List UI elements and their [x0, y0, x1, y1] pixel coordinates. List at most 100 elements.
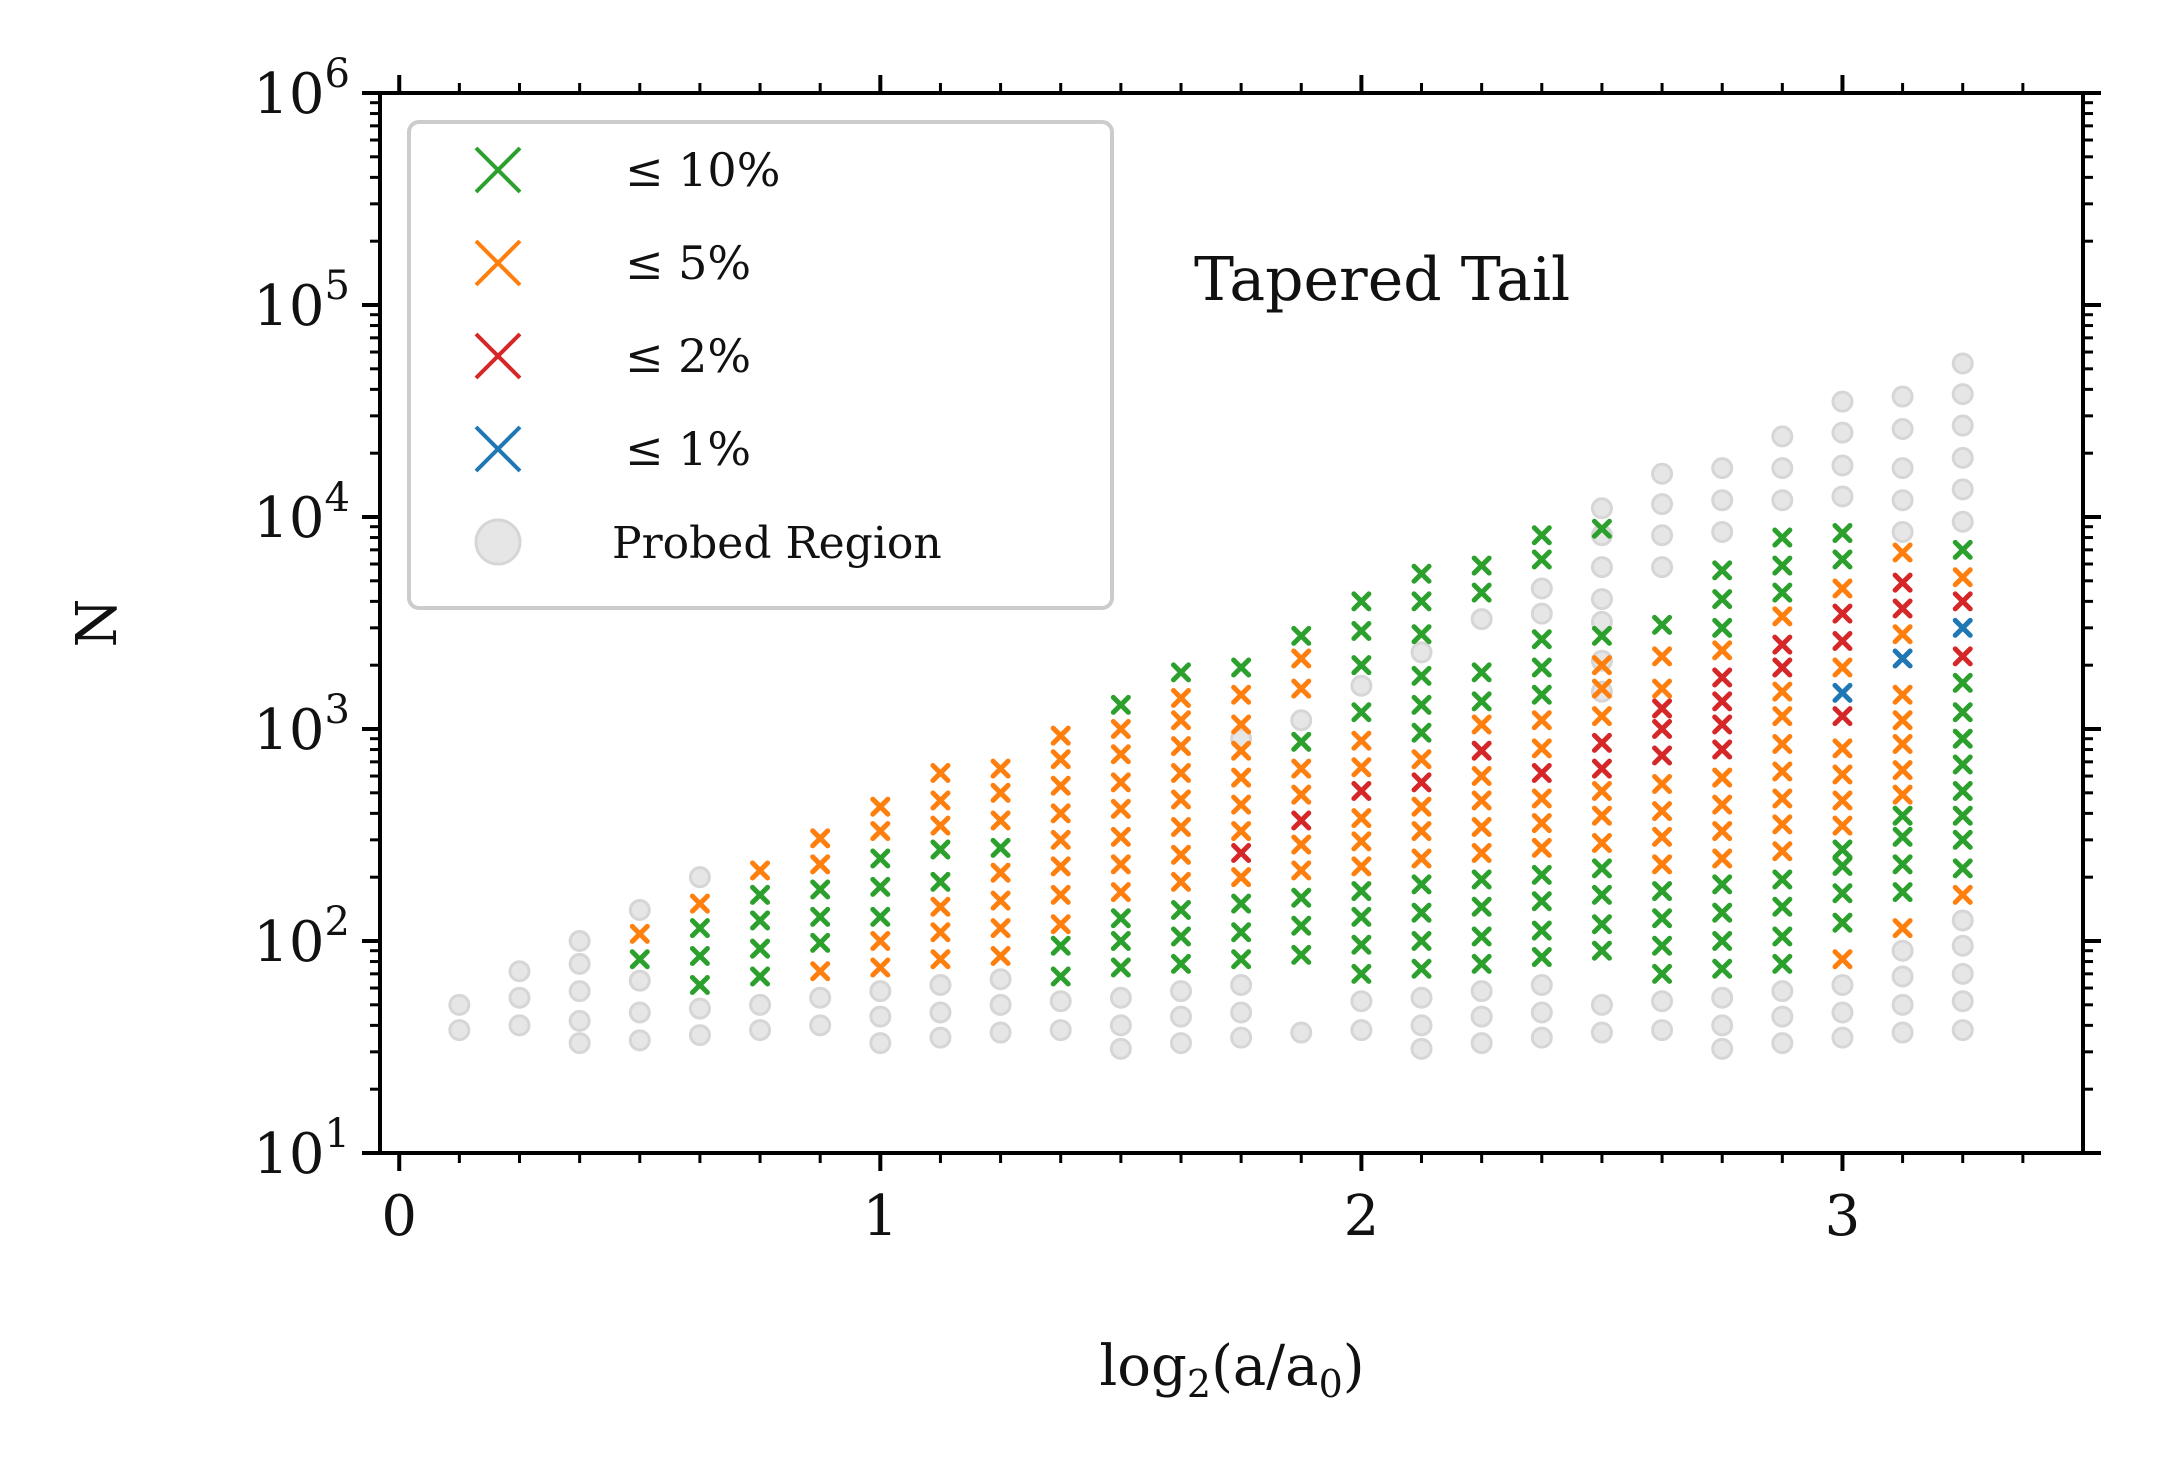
y-tick-label: 104 [253, 475, 350, 551]
marker-x-le-10pct [1231, 949, 1252, 970]
y-tick-label: 105 [253, 263, 350, 339]
marker-x-le-5pct [1712, 767, 1733, 788]
marker-x-le-10pct [1471, 953, 1492, 974]
marker-x-le-10pct [750, 966, 771, 987]
marker-x-le-5pct [990, 862, 1011, 883]
probed-point [1651, 1019, 1674, 1042]
marker-x-le-10pct [1892, 805, 1913, 826]
plot-area: 0 1 2 3 101 102 103 104 105 106 [253, 51, 2101, 1249]
probed-point [1711, 1014, 1734, 1037]
probed-point [1470, 608, 1493, 631]
marker-x-le-2pct [1652, 698, 1673, 719]
marker-x-le-10pct [870, 906, 891, 927]
marker-x-le-5pct [1170, 844, 1191, 865]
marker-x-le-10pct [1772, 953, 1793, 974]
marker-x-le-10pct [1952, 754, 1973, 775]
marker-x-le-5pct [1110, 854, 1131, 875]
marker-x-le-10pct [1591, 625, 1612, 646]
marker-x-le-10pct [1110, 957, 1131, 978]
series-le-2pct [1231, 572, 1973, 864]
marker-x-le-5pct [1531, 738, 1552, 759]
marker-x-le-1pct [1832, 682, 1853, 703]
marker-x-le-10pct [1351, 655, 1372, 676]
marker-x-le-5pct [1411, 821, 1432, 842]
probed-point [1590, 649, 1613, 672]
marker-x-le-5pct [750, 860, 771, 881]
probed-point [1711, 457, 1734, 480]
marker-x-le-2pct [1231, 843, 1252, 864]
marker-x-le-10pct [1411, 624, 1432, 645]
marker-x-le-10pct [1531, 525, 1552, 546]
probed-point [1831, 390, 1854, 413]
probed-point [1169, 1032, 1192, 1055]
marker-x-le-5pct [1231, 867, 1252, 888]
marker-x-le-5pct [1892, 624, 1913, 645]
legend: ≤ 10% ≤ 5% ≤ 2% ≤ 1% Probed Region [407, 120, 1114, 610]
legend-label: Probed Region [612, 518, 942, 569]
probed-point [1410, 641, 1433, 664]
marker-x-le-5pct [1231, 767, 1252, 788]
probed-point [1951, 962, 1974, 985]
probed-point [1590, 588, 1613, 611]
probed-point [749, 1019, 772, 1042]
marker-x-le-5pct [1170, 789, 1191, 810]
marker-x-le-5pct [990, 758, 1011, 779]
annotation-tapered-tail: Tapered Tail [1194, 245, 1570, 315]
probed-point [1891, 520, 1914, 543]
probed-point [1831, 974, 1854, 997]
probed-point [1891, 965, 1914, 988]
marker-x-le-5pct [1471, 843, 1492, 864]
probed-point [1590, 1021, 1613, 1044]
probed-point [1771, 1005, 1794, 1028]
marker-x-le-2pct [1712, 714, 1733, 735]
marker-x-le-5pct [1050, 829, 1071, 850]
marker-x-le-5pct [930, 790, 951, 811]
marker-x-le-10pct [1531, 549, 1552, 570]
marker-x-le-5pct [1832, 949, 1853, 970]
marker-x-le-10pct [1712, 958, 1733, 979]
marker-x-le-5pct [1892, 542, 1913, 563]
marker-x-le-5pct [1591, 655, 1612, 676]
probed-point [809, 986, 832, 1009]
marker-x-le-10pct [1892, 826, 1913, 847]
marker-x-le-5pct [1832, 790, 1853, 811]
probed-point [1831, 485, 1854, 508]
marker-x-le-5pct [1652, 826, 1673, 847]
probed-point [1711, 520, 1734, 543]
marker-x-le-5pct [1772, 733, 1793, 754]
probed-point [1651, 556, 1674, 579]
marker-x-le-2pct [1712, 739, 1733, 760]
probed-point [1651, 990, 1674, 1013]
probed-point [929, 1001, 952, 1024]
marker-x-le-10pct [1170, 953, 1191, 974]
marker-x-le-2pct [1291, 810, 1312, 831]
probed-point [1530, 577, 1553, 600]
probed-point [1230, 974, 1253, 997]
probed-point [1771, 980, 1794, 1003]
marker-x-le-10pct [1531, 920, 1552, 941]
marker-x-le-5pct [1471, 766, 1492, 787]
marker-x-le-5pct [1531, 837, 1552, 858]
marker-x-le-5pct [1231, 714, 1252, 735]
probed-point [809, 1014, 832, 1037]
marker-x-le-2pct [1772, 634, 1793, 655]
marker-x-le-5pct [1892, 684, 1913, 705]
marker-x-le-5pct [1712, 848, 1733, 869]
probed-point [628, 899, 651, 922]
marker-x-le-2pct [1892, 572, 1913, 593]
probed-point [749, 993, 772, 1016]
marker-x-le-10pct [1712, 931, 1733, 951]
probed-point [1590, 993, 1613, 1016]
marker-x-le-2pct [1952, 646, 1973, 667]
marker-x-le-5pct [1832, 764, 1853, 785]
marker-x-le-5pct [1591, 805, 1612, 826]
marker-x-le-5pct [810, 854, 831, 875]
probed-point [1590, 497, 1613, 520]
marker-x-le-10pct [1772, 896, 1793, 917]
probed-point [1590, 556, 1613, 579]
probed-point [1831, 454, 1854, 477]
probed-point [1771, 457, 1794, 480]
marker-x-le-5pct [1351, 757, 1372, 778]
marker-x-le-10pct [1952, 858, 1973, 879]
marker-x-le-5pct [1231, 821, 1252, 842]
